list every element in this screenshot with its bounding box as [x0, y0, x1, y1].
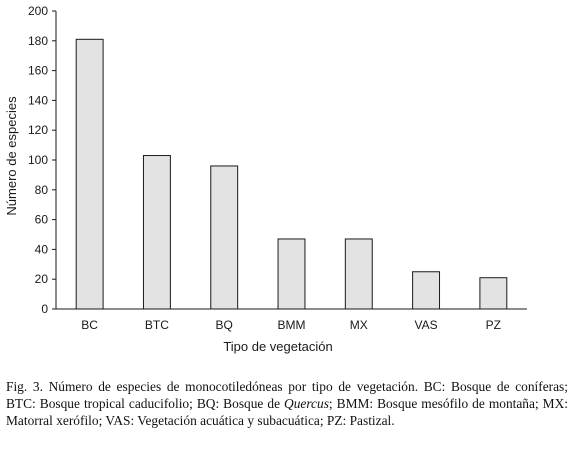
y-tick-label: 0: [41, 302, 48, 316]
bar-pz: [479, 277, 508, 310]
x-tick-label-btc: BTC: [145, 318, 169, 332]
x-tick-label-bc: BC: [81, 318, 98, 332]
x-tick-label-bq: BQ: [216, 318, 233, 332]
caption-text-end: ; BMM: Bosque mesófilo de montaña; MX: M…: [6, 396, 568, 428]
bar-bq: [210, 165, 239, 310]
bar-bc: [75, 38, 104, 310]
y-tick-label: 160: [28, 64, 48, 78]
bar-vas: [412, 271, 441, 310]
caption-italic-genus: Quercus: [284, 396, 329, 411]
y-axis-title: Número de especies: [4, 96, 19, 216]
y-tick-label: 120: [28, 123, 48, 137]
x-axis-title: Tipo de vegetación: [223, 339, 332, 354]
caption-text-start: Fig. 3. Número de especies de monocotile…: [6, 379, 568, 411]
x-tick-label-bmm: BMM: [278, 318, 306, 332]
bar-chart: 0 20 40 60 80 100 120 140 160 180 200 BC BTC BQ BMM MX…: [4, 4, 527, 354]
bars-group: [75, 38, 508, 310]
bar-bmm: [277, 238, 306, 310]
x-ticks-group: BC BTC BQ BMM MX VAS PZ: [81, 318, 501, 332]
y-tick-label: 100: [28, 153, 48, 167]
y-tick-label: 40: [35, 242, 49, 256]
y-ticks-group: 0 20 40 60 80 100 120 140 160 180 200: [28, 4, 56, 316]
bar-btc: [142, 155, 171, 310]
y-tick-label: 20: [35, 272, 49, 286]
x-tick-label-vas: VAS: [415, 318, 438, 332]
y-tick-label: 200: [28, 4, 48, 18]
x-tick-label-mx: MX: [350, 318, 368, 332]
y-tick-label: 180: [28, 34, 48, 48]
y-tick-label: 60: [35, 213, 49, 227]
y-tick-label: 80: [35, 183, 49, 197]
x-tick-label-pz: PZ: [486, 318, 501, 332]
y-tick-label: 140: [28, 93, 48, 107]
bar-mx: [344, 238, 373, 310]
figure-caption: Fig. 3. Número de especies de monocotile…: [6, 378, 568, 429]
